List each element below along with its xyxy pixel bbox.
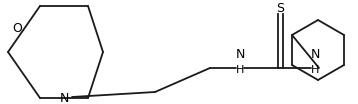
Text: N: N <box>235 48 245 61</box>
Text: H: H <box>311 65 319 75</box>
Text: S: S <box>276 2 284 15</box>
Text: H: H <box>236 65 244 75</box>
Text: N: N <box>59 92 69 104</box>
Text: O: O <box>12 22 22 35</box>
Text: N: N <box>310 48 320 61</box>
